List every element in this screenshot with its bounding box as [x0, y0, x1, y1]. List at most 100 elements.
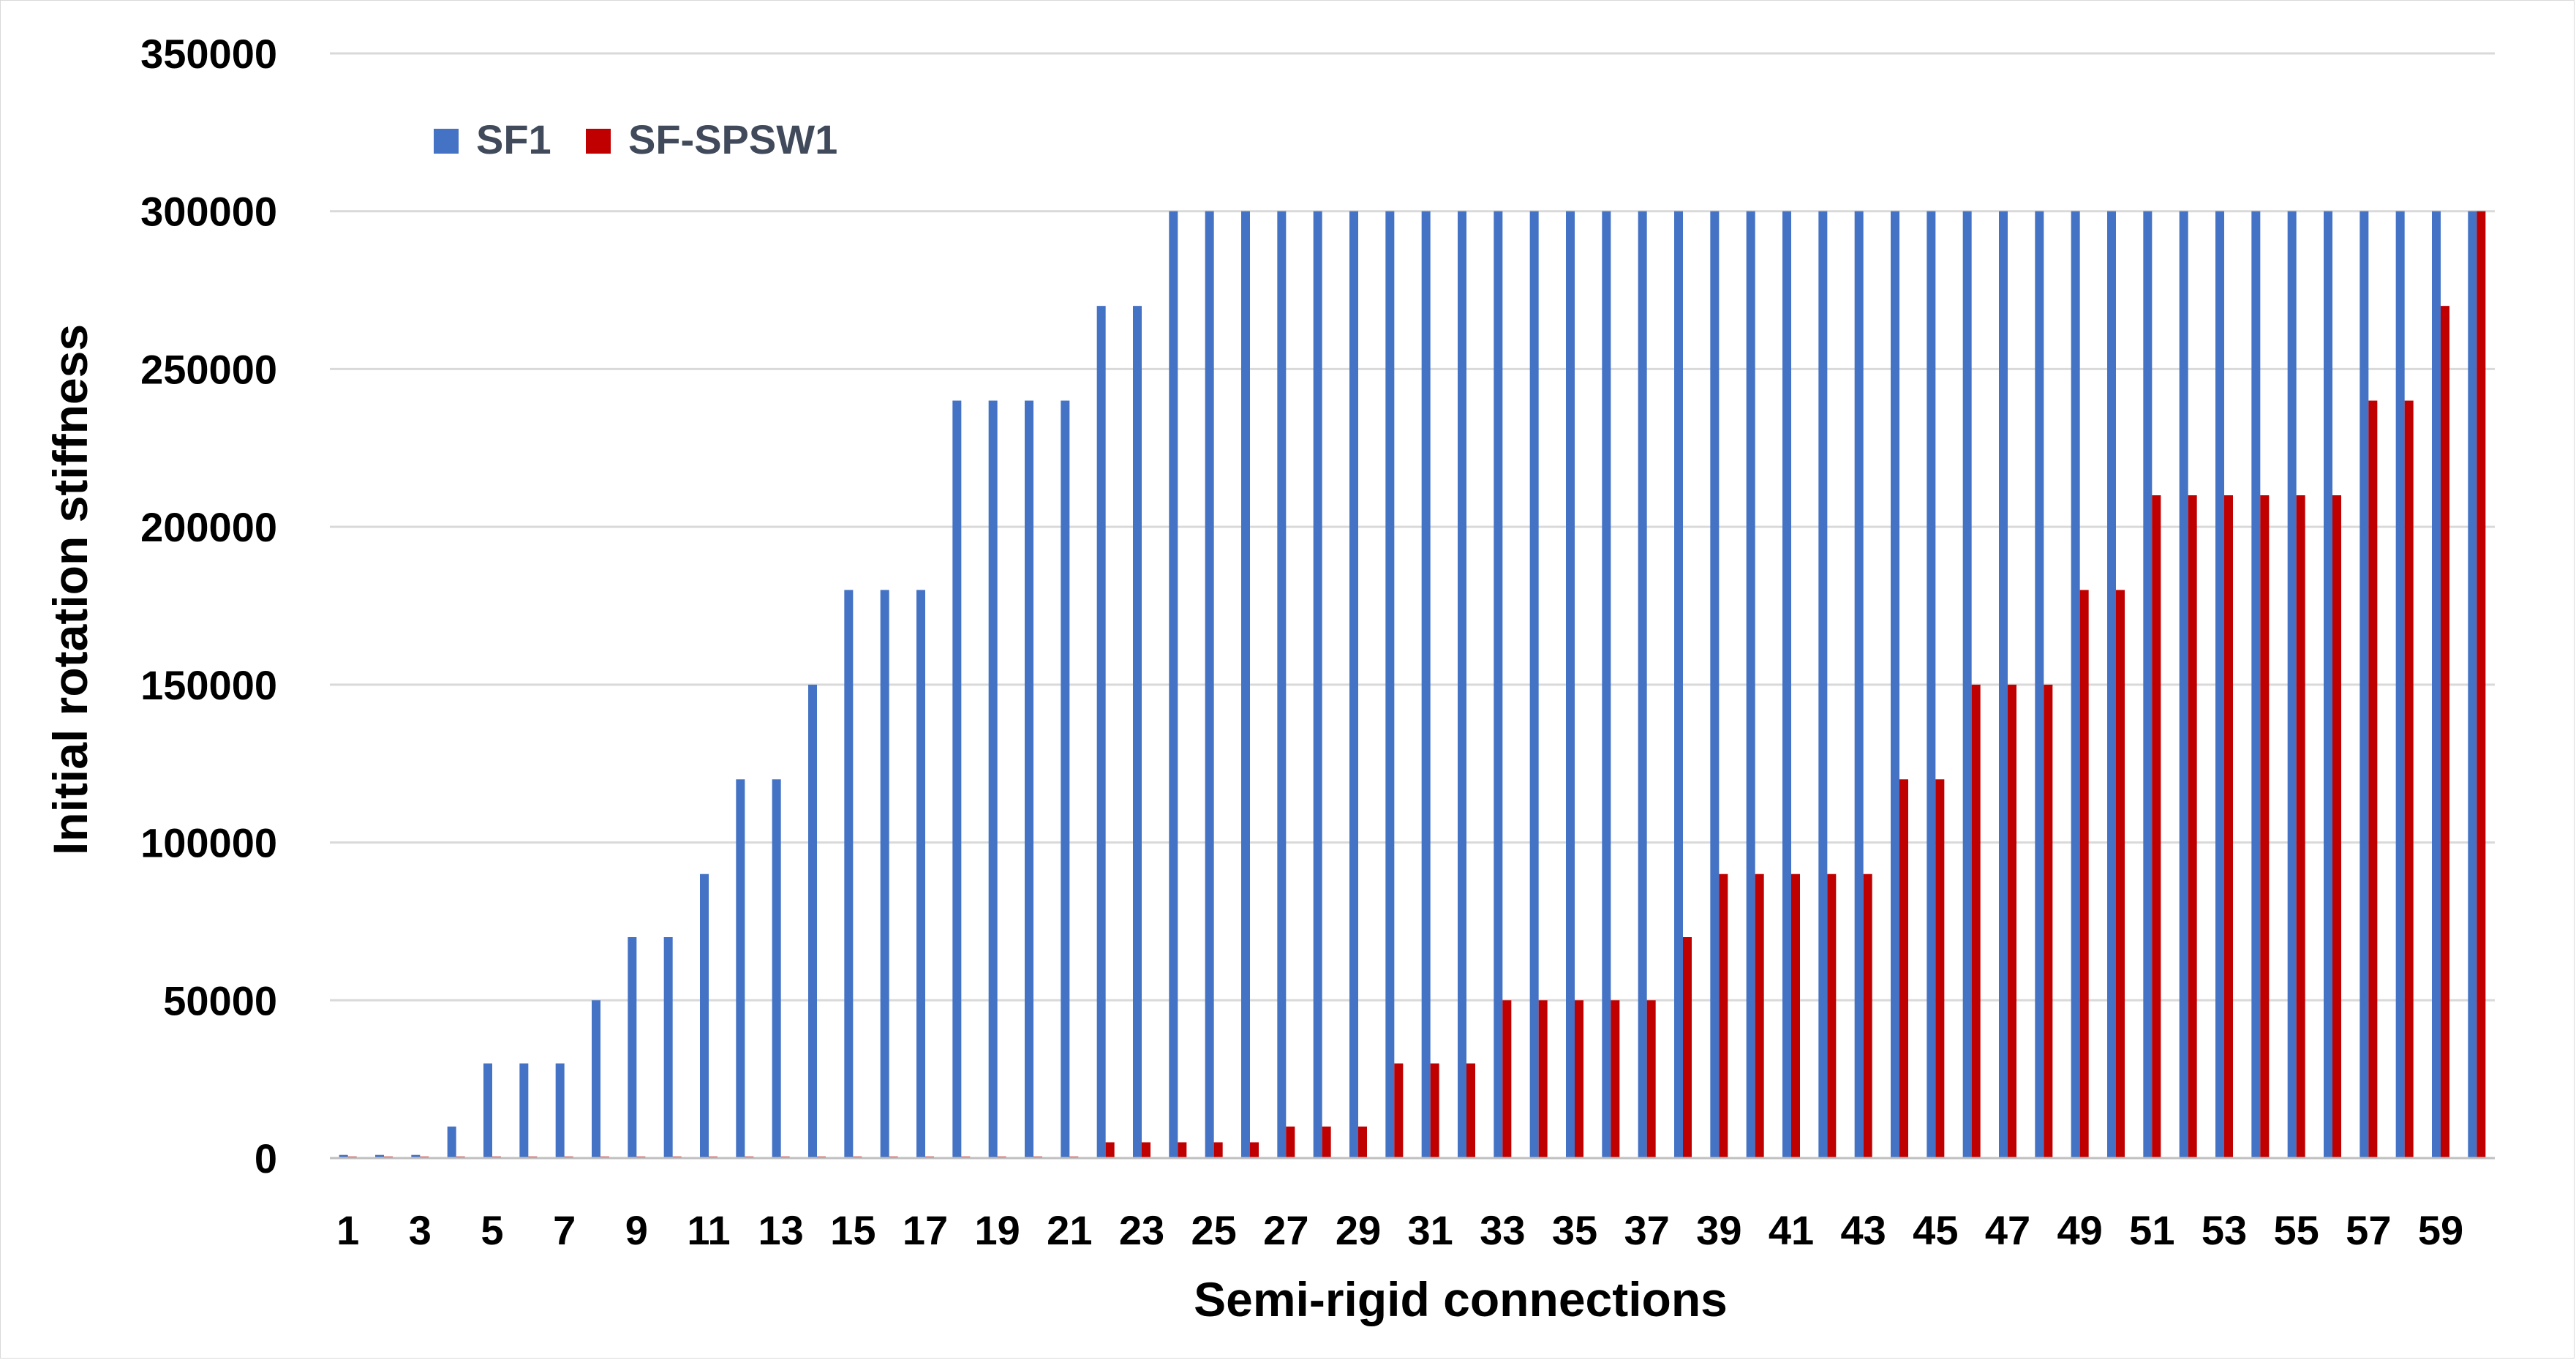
bar-sf1-29: [1349, 211, 1358, 1158]
bar-sf1-14: [808, 684, 817, 1158]
bar-sf1-38: [1674, 211, 1683, 1158]
y-axis-title: Initial rotation stiffness: [43, 324, 97, 855]
bar-sf-spsw1-52: [2188, 495, 2197, 1158]
y-tick-label: 150000: [140, 662, 277, 708]
y-tick-label: 300000: [140, 189, 277, 235]
bar-sf1-15: [844, 590, 854, 1158]
legend-label-sf-spsw1: SF-SPSW1: [628, 116, 837, 162]
x-tick-label: 15: [830, 1207, 875, 1253]
bar-sf-spsw1-25: [1213, 1142, 1223, 1158]
bar-sf1-25: [1205, 211, 1214, 1158]
bar-sf-spsw1-29: [1358, 1126, 1367, 1158]
legend-swatch-sf1: [434, 129, 459, 154]
x-tick-label: 35: [1552, 1207, 1597, 1253]
bar-sf1-33: [1494, 211, 1503, 1158]
bar-sf1-34: [1529, 211, 1539, 1158]
bar-sf1-44: [1891, 211, 1899, 1158]
x-tick-label: 59: [2418, 1207, 2463, 1253]
x-tick-label: 57: [2346, 1207, 2391, 1253]
x-tick-label: 31: [1408, 1207, 1453, 1253]
bar-sf-spsw1-47: [2008, 684, 2016, 1158]
bar-sf1-36: [1602, 211, 1611, 1158]
bar-sf1-10: [663, 937, 673, 1158]
bar-sf1-2: [375, 1154, 384, 1158]
bar-sf-spsw1-23: [1142, 1142, 1150, 1158]
x-tick-label: 49: [2057, 1207, 2103, 1253]
bar-sf1-58: [2395, 211, 2405, 1158]
bar-sf-spsw1-32: [1466, 1063, 1475, 1158]
bar-sf1-1: [339, 1154, 348, 1158]
bar-sf-spsw1-35: [1575, 1000, 1583, 1158]
bar-sf1-50: [2107, 211, 2116, 1158]
bar-sf1-32: [1458, 211, 1466, 1158]
bar-sf1-12: [736, 779, 745, 1158]
bar-sf-spsw1-46: [1971, 684, 1981, 1158]
bar-sf-spsw1-50: [2116, 590, 2125, 1158]
bar-sf-spsw1-42: [1827, 874, 1837, 1158]
bar-sf1-30: [1385, 211, 1395, 1158]
bar-sf1-35: [1566, 211, 1575, 1158]
bar-sf1-49: [2071, 211, 2080, 1158]
gridlines: [330, 52, 2495, 1002]
bar-sf-spsw1-31: [1430, 1063, 1439, 1158]
bar-sf-spsw1-60: [2477, 211, 2486, 1158]
bar-sf-spsw1-22: [1105, 1142, 1115, 1158]
bar-sf1-55: [2287, 211, 2297, 1158]
bar-sf1-3: [411, 1154, 421, 1158]
bar-sf1-24: [1169, 211, 1178, 1158]
bar-sf1-4: [447, 1126, 456, 1158]
bar-sf-spsw1-48: [2044, 684, 2053, 1158]
y-tick-label: 50000: [163, 977, 277, 1023]
x-tick-label: 41: [1769, 1207, 1814, 1253]
y-tick-label: 350000: [140, 31, 277, 77]
bar-sf1-51: [2143, 211, 2153, 1158]
bar-sf-spsw1-38: [1683, 937, 1692, 1158]
bar-sf-spsw1-27: [1286, 1126, 1295, 1158]
bar-sf1-54: [2251, 211, 2261, 1158]
bar-sf1-37: [1638, 211, 1647, 1158]
x-tick-label: 1: [336, 1207, 359, 1253]
bar-sf-spsw1-44: [1899, 779, 1908, 1158]
bar-sf-spsw1-51: [2152, 495, 2161, 1158]
bar-sf1-40: [1746, 211, 1755, 1158]
bar-sf1-21: [1061, 400, 1070, 1158]
bar-sf1-47: [1999, 211, 2008, 1158]
x-tick-label: 29: [1336, 1207, 1381, 1253]
bar-sf-spsw1-58: [2404, 400, 2414, 1158]
y-tick-label: 100000: [140, 820, 277, 866]
bar-sf-spsw1-56: [2332, 495, 2341, 1158]
bar-sf1-7: [555, 1063, 565, 1158]
bar-sf1-6: [519, 1063, 529, 1158]
x-tick-label: 17: [903, 1207, 948, 1253]
bar-sf-spsw1-59: [2441, 306, 2449, 1159]
x-tick-label: 37: [1624, 1207, 1670, 1253]
bars: [339, 211, 2486, 1159]
bar-sf-spsw1-30: [1394, 1063, 1404, 1158]
bar-sf1-42: [1818, 211, 1828, 1158]
bar-sf1-56: [2324, 211, 2332, 1158]
bar-sf-spsw1-54: [2260, 495, 2270, 1158]
bar-sf-spsw1-41: [1791, 874, 1800, 1158]
bar-sf1-41: [1782, 211, 1791, 1158]
bar-sf-spsw1-33: [1502, 1000, 1512, 1158]
bar-sf-spsw1-36: [1611, 1000, 1620, 1158]
bar-sf1-39: [1710, 211, 1720, 1158]
bar-sf-spsw1-43: [1863, 874, 1872, 1158]
bar-sf1-27: [1277, 211, 1287, 1158]
bar-sf-spsw1-55: [2296, 495, 2305, 1158]
bar-sf-spsw1-45: [1935, 779, 1945, 1158]
bar-sf1-22: [1096, 306, 1106, 1159]
bar-sf1-18: [952, 400, 962, 1158]
x-tick-label: 55: [2274, 1207, 2319, 1253]
bar-sf1-48: [2035, 211, 2044, 1158]
x-tick-label: 23: [1119, 1207, 1164, 1253]
bar-sf1-9: [628, 937, 637, 1158]
x-axis-ticks: 1 3 5 7 9 11 13 15 17 19 21 23 25 27 29 31 33 35 37 39 41 43 4…: [336, 1207, 2463, 1253]
x-tick-label: 51: [2129, 1207, 2174, 1253]
y-tick-label: 0: [255, 1135, 277, 1181]
bar-sf1-11: [700, 874, 709, 1158]
y-tick-label: 200000: [140, 504, 277, 550]
bar-sf-spsw1-49: [2079, 590, 2089, 1158]
